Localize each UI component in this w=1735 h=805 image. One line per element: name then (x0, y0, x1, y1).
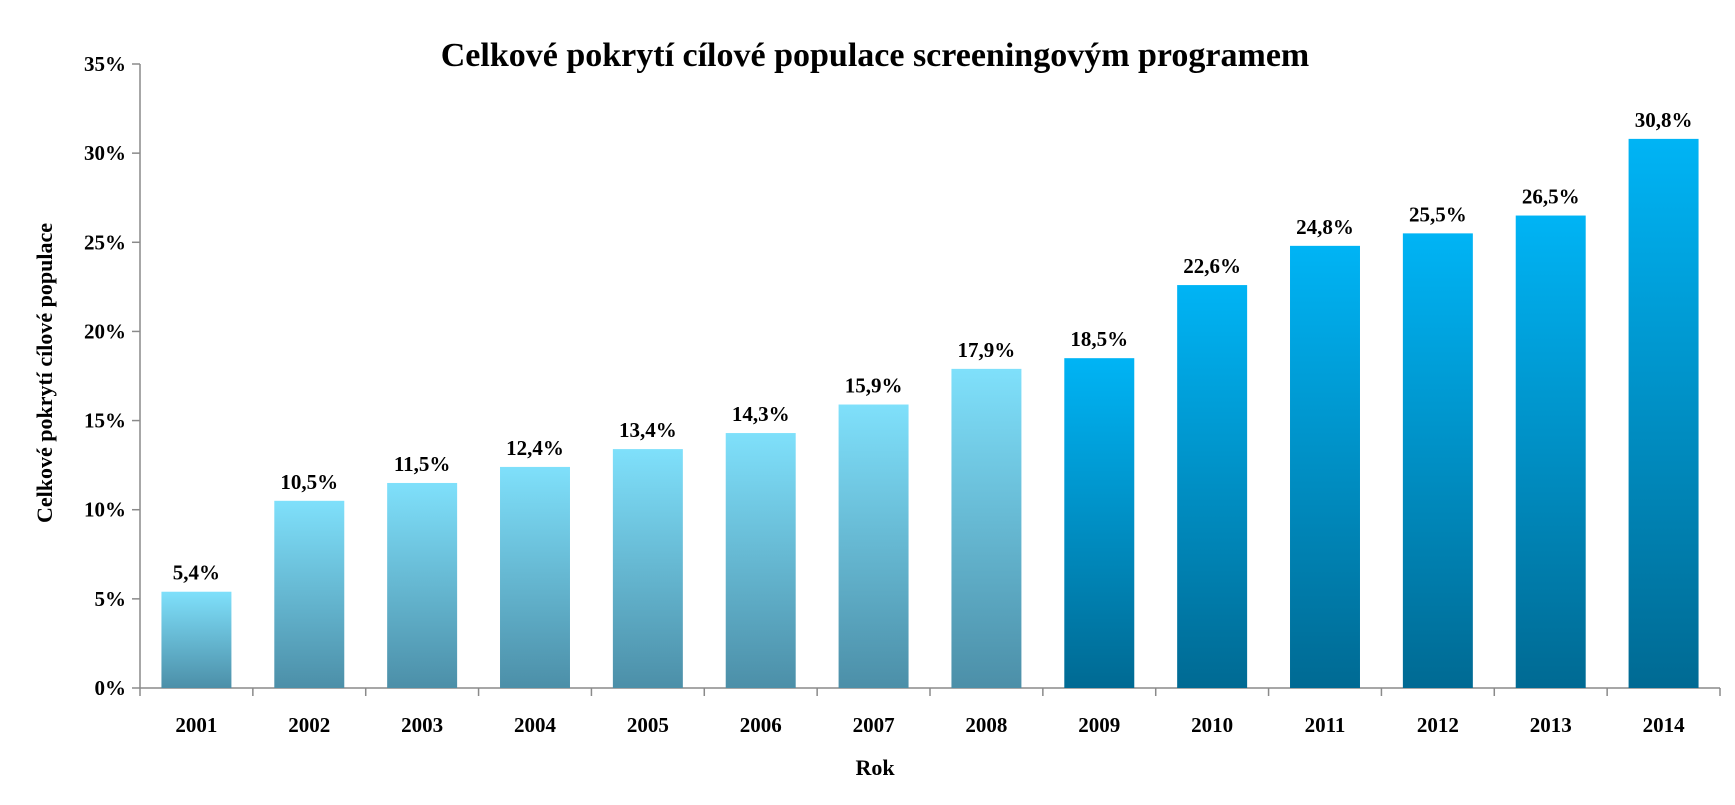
data-label: 5,4% (173, 561, 220, 585)
data-label: 17,9% (958, 338, 1016, 362)
x-tick-label: 2014 (1643, 713, 1686, 737)
y-tick-label: 25% (84, 230, 126, 254)
x-tick-label: 2012 (1417, 713, 1459, 737)
x-tick-label: 2008 (965, 713, 1007, 737)
data-label: 12,4% (506, 436, 564, 460)
data-label: 14,3% (732, 402, 790, 426)
data-label: 25,5% (1409, 202, 1467, 226)
data-label: 24,8% (1296, 215, 1354, 239)
bar (838, 404, 909, 688)
data-label: 22,6% (1183, 254, 1241, 278)
data-label: 13,4% (619, 418, 677, 442)
data-label: 30,8% (1635, 108, 1693, 132)
x-tick-label: 2010 (1191, 713, 1233, 737)
bar (1402, 233, 1473, 688)
x-tick-label: 2006 (740, 713, 782, 737)
data-label: 18,5% (1070, 327, 1128, 351)
data-label: 15,9% (845, 374, 903, 398)
data-label: 11,5% (394, 452, 451, 476)
bar (1628, 138, 1699, 688)
bar (387, 482, 458, 688)
data-label: 26,5% (1522, 185, 1580, 209)
x-tick-label: 2004 (514, 713, 557, 737)
y-tick-label: 20% (84, 319, 126, 343)
y-tick-label: 0% (95, 676, 127, 700)
x-tick-label: 2013 (1530, 713, 1572, 737)
x-tick-label: 2003 (401, 713, 443, 737)
y-tick-label: 15% (84, 409, 126, 433)
y-tick-label: 5% (95, 587, 127, 611)
bar (1177, 285, 1248, 688)
bar (951, 368, 1022, 688)
x-tick-label: 2002 (288, 713, 330, 737)
y-tick-label: 30% (84, 141, 126, 165)
bar (612, 449, 683, 688)
bar (500, 466, 570, 688)
bar (1064, 358, 1135, 688)
bar (1290, 245, 1360, 688)
bar (725, 433, 796, 688)
chart-title: Celkové pokrytí cílové populace screenin… (441, 37, 1309, 74)
x-tick-label: 2005 (627, 713, 669, 737)
plot-area: 0% 5% 10% 15% 20% 25% 30% 35% 5,4% 2001 10,5% 2002 1… (84, 52, 1721, 737)
y-axis-title: Celkové pokrytí cílové populace (32, 223, 57, 523)
bar (1515, 215, 1586, 689)
x-tick-label: 2011 (1305, 713, 1346, 737)
x-tick-label: 2001 (175, 713, 217, 737)
x-tick-label: 2007 (853, 713, 895, 737)
x-axis-title: Rok (855, 755, 895, 780)
bar (161, 591, 232, 688)
bar (274, 500, 345, 688)
y-tick-label: 10% (84, 498, 126, 522)
x-tick-label: 2009 (1078, 713, 1120, 737)
y-tick-label: 35% (84, 52, 126, 76)
data-label: 10,5% (280, 470, 338, 494)
